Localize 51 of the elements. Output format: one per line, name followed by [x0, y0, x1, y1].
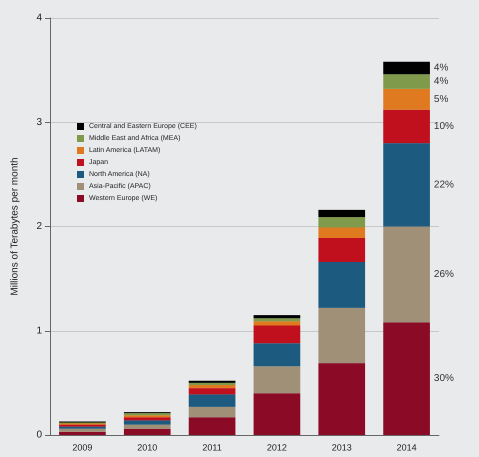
annotation: 26% — [434, 268, 454, 280]
x-tick-label: 2013 — [332, 442, 352, 452]
y-tick-label: 3 — [36, 116, 42, 128]
annotation: 22% — [434, 179, 454, 190]
bar — [254, 366, 300, 394]
x-tick-label: 2011 — [202, 442, 222, 452]
bar — [383, 143, 430, 226]
y-tick-label: 2 — [36, 221, 42, 232]
bar — [318, 262, 366, 308]
bar — [59, 432, 106, 435]
x-tick-label: 2012 — [266, 442, 287, 452]
bar — [254, 315, 300, 318]
x-tick-label: 2009 — [72, 442, 92, 452]
bar — [59, 428, 106, 432]
bar — [254, 326, 300, 344]
annotation: 4% — [434, 62, 448, 74]
annotation: 30% — [434, 373, 454, 384]
bar — [254, 321, 300, 326]
bar — [254, 343, 300, 366]
annotation: 10% — [434, 120, 454, 132]
bar — [318, 308, 366, 364]
bar — [383, 62, 430, 74]
bar — [188, 388, 236, 394]
bar — [188, 406, 236, 418]
bar — [254, 318, 300, 322]
bar — [318, 210, 366, 218]
y-tick-label: 0 — [36, 430, 42, 440]
bar — [318, 217, 366, 228]
x-tick-label: 2010 — [137, 442, 158, 452]
bar — [318, 228, 366, 238]
bar — [383, 226, 430, 322]
bar — [124, 424, 171, 429]
bar — [383, 110, 430, 144]
bar — [124, 417, 171, 420]
annotation: 5% — [434, 94, 448, 105]
bar — [124, 420, 171, 425]
bar — [383, 74, 430, 89]
y-axis-title: Millions of Terabytes per month — [10, 157, 20, 296]
x-tick-label: 2014 — [396, 442, 417, 452]
bar — [318, 363, 366, 435]
bar — [383, 88, 430, 110]
bar — [124, 428, 171, 435]
y-tick-label: 1 — [36, 325, 42, 336]
bar — [188, 394, 236, 407]
bar — [254, 393, 300, 435]
annotation: 4% — [434, 76, 448, 88]
bar — [188, 384, 236, 388]
bar — [383, 322, 430, 435]
y-tick-label: 4 — [36, 12, 42, 24]
bar — [188, 417, 236, 435]
bar — [318, 238, 366, 262]
